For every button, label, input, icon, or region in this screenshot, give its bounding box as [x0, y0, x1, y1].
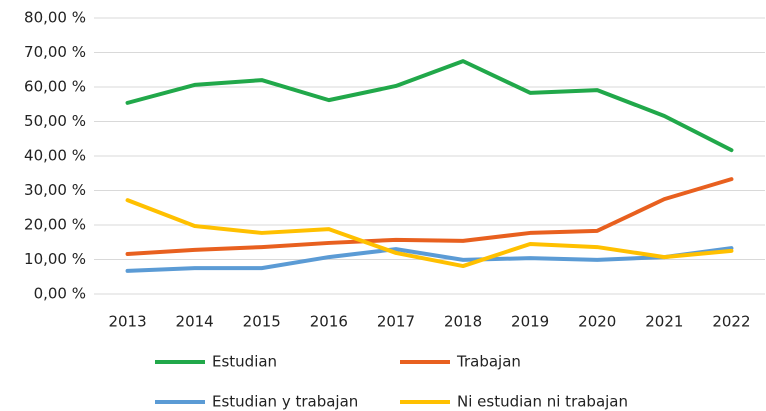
series-line	[125, 198, 734, 269]
x-tick-label: 2014	[176, 313, 214, 331]
x-tick-label: 2015	[243, 313, 281, 331]
series-line	[125, 246, 734, 273]
x-tick-label: 2017	[377, 313, 415, 331]
y-tick-label: 10,00 %	[24, 250, 86, 268]
x-tick-label: 2021	[645, 313, 683, 331]
y-tick-label: 50,00 %	[24, 112, 86, 130]
x-tick-label: 2020	[578, 313, 616, 331]
x-tick-label: 2016	[310, 313, 348, 331]
y-tick-label: 20,00 %	[24, 216, 86, 234]
legend-label: Estudian y trabajan	[212, 393, 358, 411]
x-tick-label: 2013	[108, 313, 146, 331]
x-tick-label: 2018	[444, 313, 482, 331]
y-tick-label: 60,00 %	[24, 78, 86, 96]
series-line	[125, 177, 734, 256]
y-tick-label: 70,00 %	[24, 43, 86, 61]
series-line	[125, 59, 734, 153]
legend-label: Ni estudian ni trabajan	[457, 393, 628, 411]
y-tick-label: 80,00 %	[24, 9, 86, 27]
y-tick-label: 0,00 %	[34, 285, 86, 303]
x-tick-label: 2022	[712, 313, 750, 331]
x-tick-label: 2019	[511, 313, 549, 331]
legend-label: Trabajan	[456, 353, 521, 371]
y-tick-label: 30,00 %	[24, 181, 86, 199]
legend-label: Estudian	[212, 353, 277, 371]
y-tick-label: 40,00 %	[24, 147, 86, 165]
